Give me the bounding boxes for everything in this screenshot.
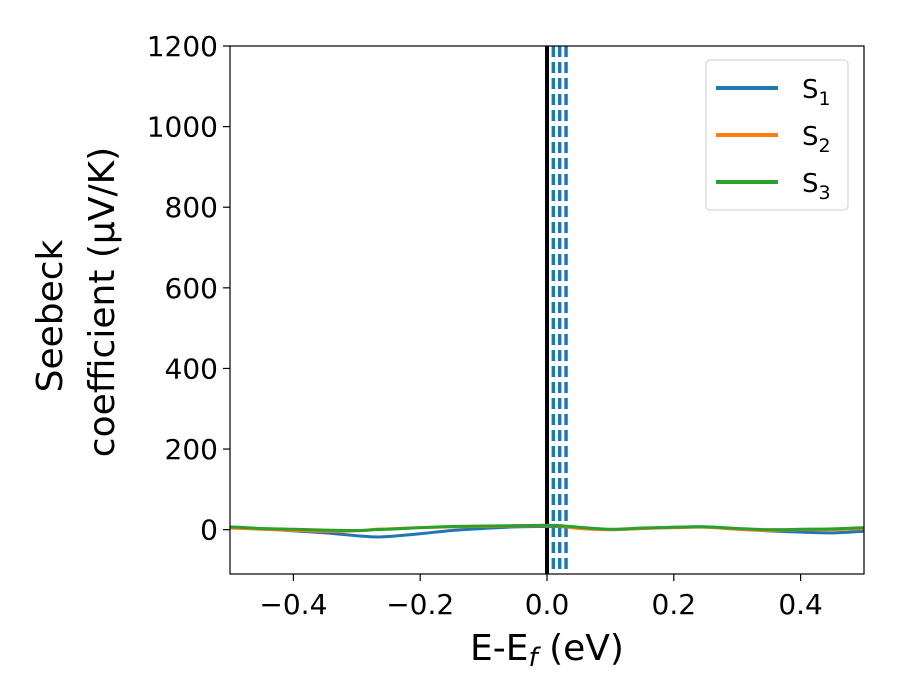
legend-label-s3: S3	[802, 169, 831, 204]
x-axis-label-main: E-E	[470, 628, 528, 669]
y-tick-label: 1000	[147, 111, 218, 144]
legend: S1 S2 S3	[705, 59, 849, 211]
x-tick-label: 0.0	[525, 588, 570, 621]
legend-label-s1: S1	[802, 75, 831, 110]
x-tick-label: 0.4	[778, 588, 823, 621]
plot-marks	[230, 46, 864, 574]
legend-label-s2: S2	[802, 122, 831, 157]
y-tick-label: 800	[165, 191, 218, 224]
y-tick-label: 400	[165, 352, 218, 385]
y-axis-ticks: 0 200 400 600 800 1000 1200	[147, 30, 230, 547]
y-axis-label-line2: coefficient (μV/K)	[82, 147, 123, 457]
x-axis-label: E-Ef (eV)	[470, 628, 624, 673]
y-tick-label: 0	[200, 514, 218, 547]
x-axis-label-unit: (eV)	[538, 628, 624, 669]
y-axis-label-line1: Seebeck	[30, 239, 71, 392]
x-axis-ticks: −0.4 −0.2 0.0 0.2 0.4	[259, 574, 823, 621]
y-axis-label: Seebeck coefficient (μV/K)	[30, 147, 123, 457]
x-tick-label: −0.4	[259, 588, 327, 621]
y-tick-label: 1200	[147, 30, 218, 63]
x-tick-label: 0.2	[652, 588, 697, 621]
x-tick-label: −0.2	[386, 588, 454, 621]
series-line-s3	[230, 523, 864, 532]
y-tick-label: 600	[165, 272, 218, 305]
y-tick-label: 200	[165, 433, 218, 466]
